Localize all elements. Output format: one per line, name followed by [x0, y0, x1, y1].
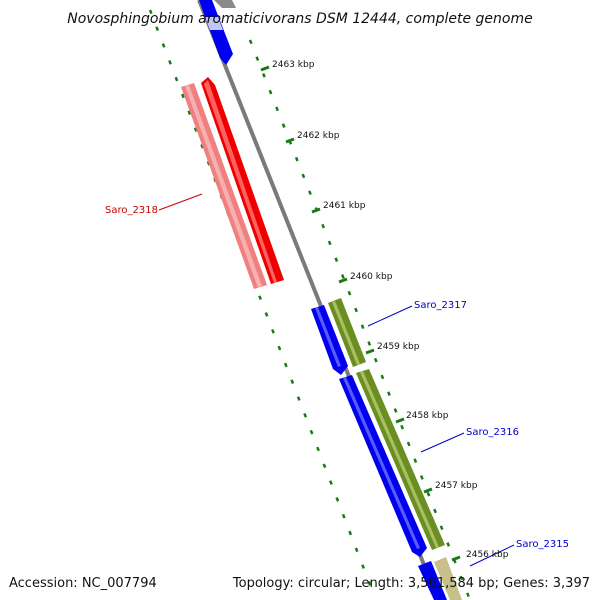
major-ticks: [260, 65, 461, 562]
kbp-label: 2461 kbp: [323, 201, 366, 211]
gene-top-blue[interactable]: [199, 0, 233, 65]
gene-label-saro-2318[interactable]: Saro_2318: [105, 205, 158, 216]
kbp-label: 2460 kbp: [350, 272, 393, 282]
gene-label-saro-2317[interactable]: Saro_2317: [414, 300, 467, 311]
cds-saro-2315[interactable]: [434, 557, 462, 600]
kbp-label: 2457 kbp: [435, 481, 478, 491]
kbp-label: 2456 kbp: [466, 550, 509, 560]
tick-track-right: [248, 39, 472, 600]
kbp-label: 2463 kbp: [272, 60, 315, 70]
gene-saro-2315[interactable]: [418, 561, 447, 600]
kbp-label: 2459 kbp: [377, 342, 420, 352]
cds-saro-2316-shade: [360, 371, 439, 548]
kbp-label: 2458 kbp: [406, 411, 449, 421]
gene-saro-2318-light-shade: [185, 85, 262, 288]
gene-top-gray[interactable]: [214, 0, 236, 8]
gene-saro-2316-shade: [343, 377, 420, 549]
major-tick: [260, 65, 270, 72]
label-line-saro-2315: [469, 544, 515, 567]
label-line-saro-2316: [420, 432, 465, 453]
accession-text: Accession: NC_007794: [9, 576, 157, 591]
kbp-label: 2462 kbp: [297, 131, 340, 141]
genome-title: Novosphingobium aromaticivorans DSM 1244…: [67, 11, 532, 27]
major-tick: [423, 487, 433, 494]
gene-label-saro-2315[interactable]: Saro_2315: [516, 539, 569, 550]
cds-saro-2317-shade: [332, 301, 360, 365]
major-tick: [311, 207, 321, 214]
major-tick: [395, 417, 405, 424]
major-tick: [285, 137, 295, 144]
gene-label-saro-2316[interactable]: Saro_2316: [466, 427, 519, 438]
gene-saro-2317-shade: [315, 307, 341, 367]
major-tick: [338, 277, 348, 284]
major-tick: [451, 555, 461, 562]
gene-top-light: [205, 17, 223, 30]
label-line-saro-2318: [158, 193, 203, 211]
major-tick: [365, 348, 375, 355]
gene-saro-2318-shade: [204, 80, 277, 283]
topology-text: Topology: circular; Length: 3,561,584 bp…: [232, 576, 590, 591]
label-line-saro-2317: [367, 305, 413, 327]
